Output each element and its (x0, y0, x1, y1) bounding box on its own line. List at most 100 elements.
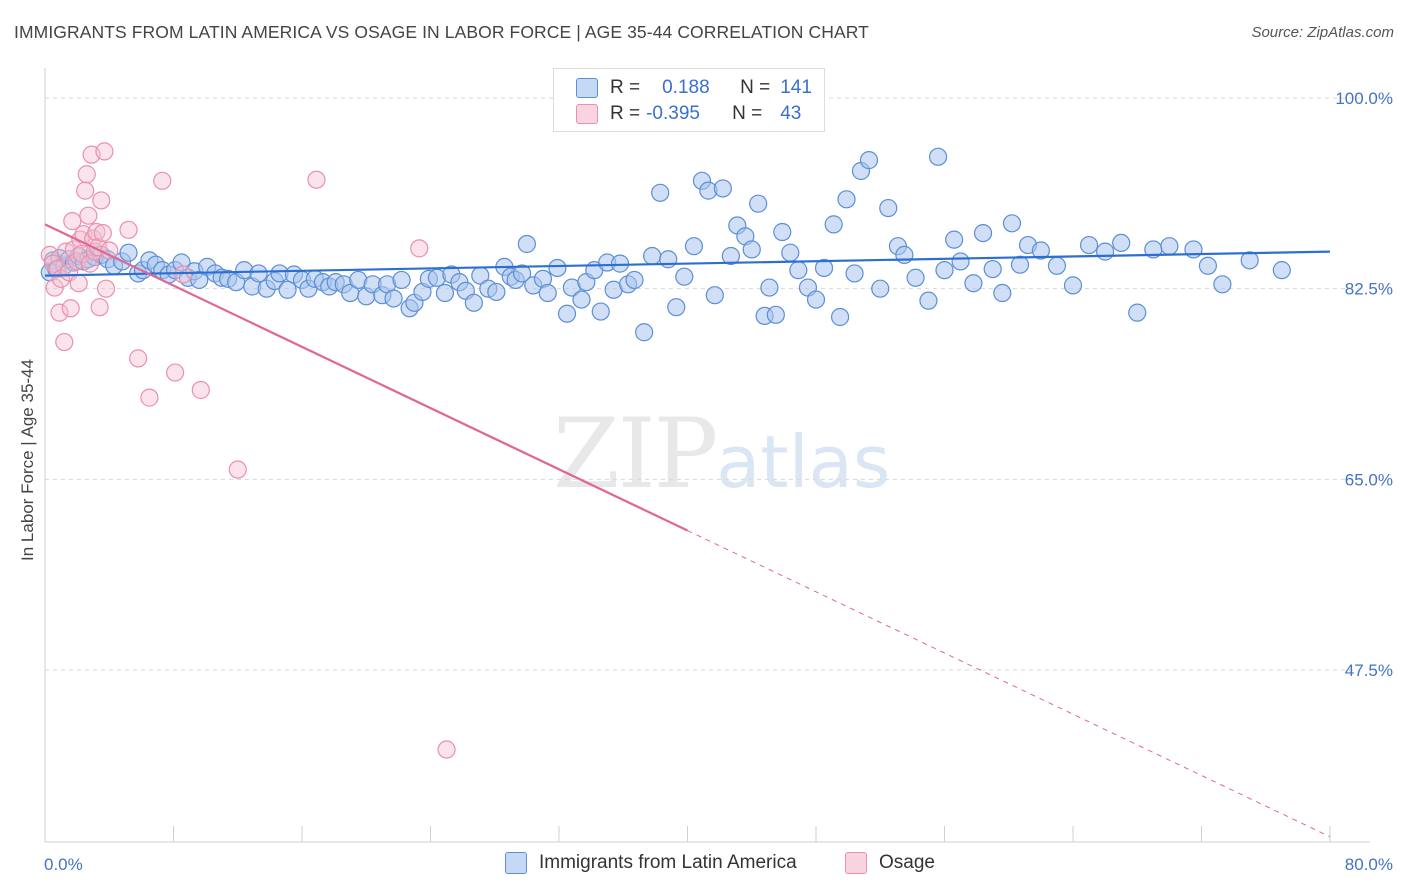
blue-point (845, 264, 864, 283)
pink-point (96, 279, 116, 298)
blue-point (1079, 235, 1099, 255)
legend-n-value: 141 (780, 77, 812, 98)
blue-point (983, 259, 1002, 279)
blue-point (684, 237, 704, 256)
blue-point (773, 222, 792, 242)
chart-title: IMMIGRANTS FROM LATIN AMERICA VS OSAGE I… (14, 22, 869, 42)
blue-point (814, 258, 834, 278)
watermark-atlas: atlas (716, 420, 891, 504)
blue-point (749, 194, 768, 213)
blue-point (760, 278, 779, 297)
pink-point (129, 349, 148, 368)
blue-point (610, 254, 630, 273)
blue-point (1184, 240, 1203, 259)
blue-point (973, 224, 993, 243)
series-swatch-blue (505, 852, 527, 874)
legend-r-label: R = (610, 103, 641, 124)
pink-point (100, 241, 119, 260)
legend-n-label: N = (732, 103, 763, 124)
pink-point (55, 332, 74, 352)
legend-swatch-pink (576, 104, 598, 124)
blue-point (659, 250, 678, 269)
blue-point (1096, 242, 1115, 261)
blue-point (824, 215, 843, 234)
pink-point (43, 254, 63, 273)
pink-point (80, 254, 100, 273)
blue-point (859, 151, 879, 170)
blue-point (993, 283, 1012, 303)
chart-source: Source: ZipAtlas.com (1251, 24, 1394, 41)
blue-point (1047, 256, 1067, 275)
blue-point (945, 230, 964, 249)
blue-point (548, 258, 567, 278)
blue-point (721, 246, 740, 266)
blue-point (742, 240, 761, 259)
blue-point (895, 245, 914, 264)
blue-point (928, 147, 948, 166)
blue-point (517, 234, 536, 254)
blue-point (766, 305, 785, 324)
series-legend-item-pink: Osage (845, 852, 935, 874)
blue-point (119, 243, 138, 262)
blue-point (935, 261, 954, 280)
blue-point (538, 283, 557, 303)
blue-point (806, 290, 826, 309)
blue-point (392, 270, 411, 290)
pink-point (63, 212, 82, 231)
pink-point (437, 740, 456, 759)
x-tick-label: 0.0% (44, 855, 83, 874)
pink-point (191, 380, 210, 400)
blue-point (435, 283, 455, 303)
series-legend-item-blue: Immigrants from Latin America (505, 852, 797, 874)
blue-point (1213, 275, 1232, 294)
pink-point (153, 171, 172, 190)
blue-point (557, 304, 577, 323)
blue-point (643, 246, 662, 266)
blue-point (278, 280, 297, 299)
blue-point (871, 279, 890, 298)
blue-point (1112, 233, 1131, 253)
pink-point (410, 239, 429, 258)
blue-point (919, 291, 938, 310)
series-legend-label: Osage (879, 852, 935, 873)
legend-row-pink: R = -0.395 N = 43 (576, 102, 801, 126)
pink-point (174, 265, 193, 284)
blue-point (464, 293, 483, 312)
blue-point (591, 302, 610, 321)
pink-point (79, 206, 98, 225)
blue-point (1063, 276, 1083, 295)
pink-point (307, 170, 326, 189)
blue-point (879, 198, 898, 218)
blue-point (1031, 241, 1050, 260)
blue-point (635, 323, 654, 342)
pink-point (76, 181, 95, 200)
blue-point (705, 286, 724, 305)
watermark: ZIPatlas (553, 398, 890, 510)
y-tick-label: 47.5% (1345, 661, 1393, 680)
stats-legend: R = 0.188 N = 141 R = -0.395 N = 43 (553, 68, 825, 132)
pink-point (92, 191, 111, 210)
blue-point (789, 261, 808, 280)
pink-point (87, 222, 106, 242)
legend-r-value: -0.395 (646, 103, 700, 124)
series-swatch-pink (845, 852, 867, 874)
blue-point (906, 268, 925, 287)
pink-point (48, 259, 67, 279)
blue-point (487, 282, 506, 302)
legend-row-blue: R = 0.188 N = 141 (576, 76, 812, 100)
blue-point (667, 298, 686, 317)
blue-point (1240, 251, 1259, 270)
legend-n-label: N = (740, 77, 771, 98)
x-tick-label: 80.0% (1345, 855, 1393, 874)
blue-point (837, 190, 856, 209)
pink-point (69, 274, 88, 293)
pink-point (90, 298, 109, 317)
blue-point (1002, 214, 1022, 233)
blue-point (572, 290, 591, 309)
legend-r-value: 0.188 (662, 77, 710, 98)
blue-point (1128, 303, 1147, 322)
blue-trend-line (44, 250, 1331, 277)
series-legend-label: Immigrants from Latin America (539, 852, 797, 873)
pink-point (93, 224, 112, 243)
